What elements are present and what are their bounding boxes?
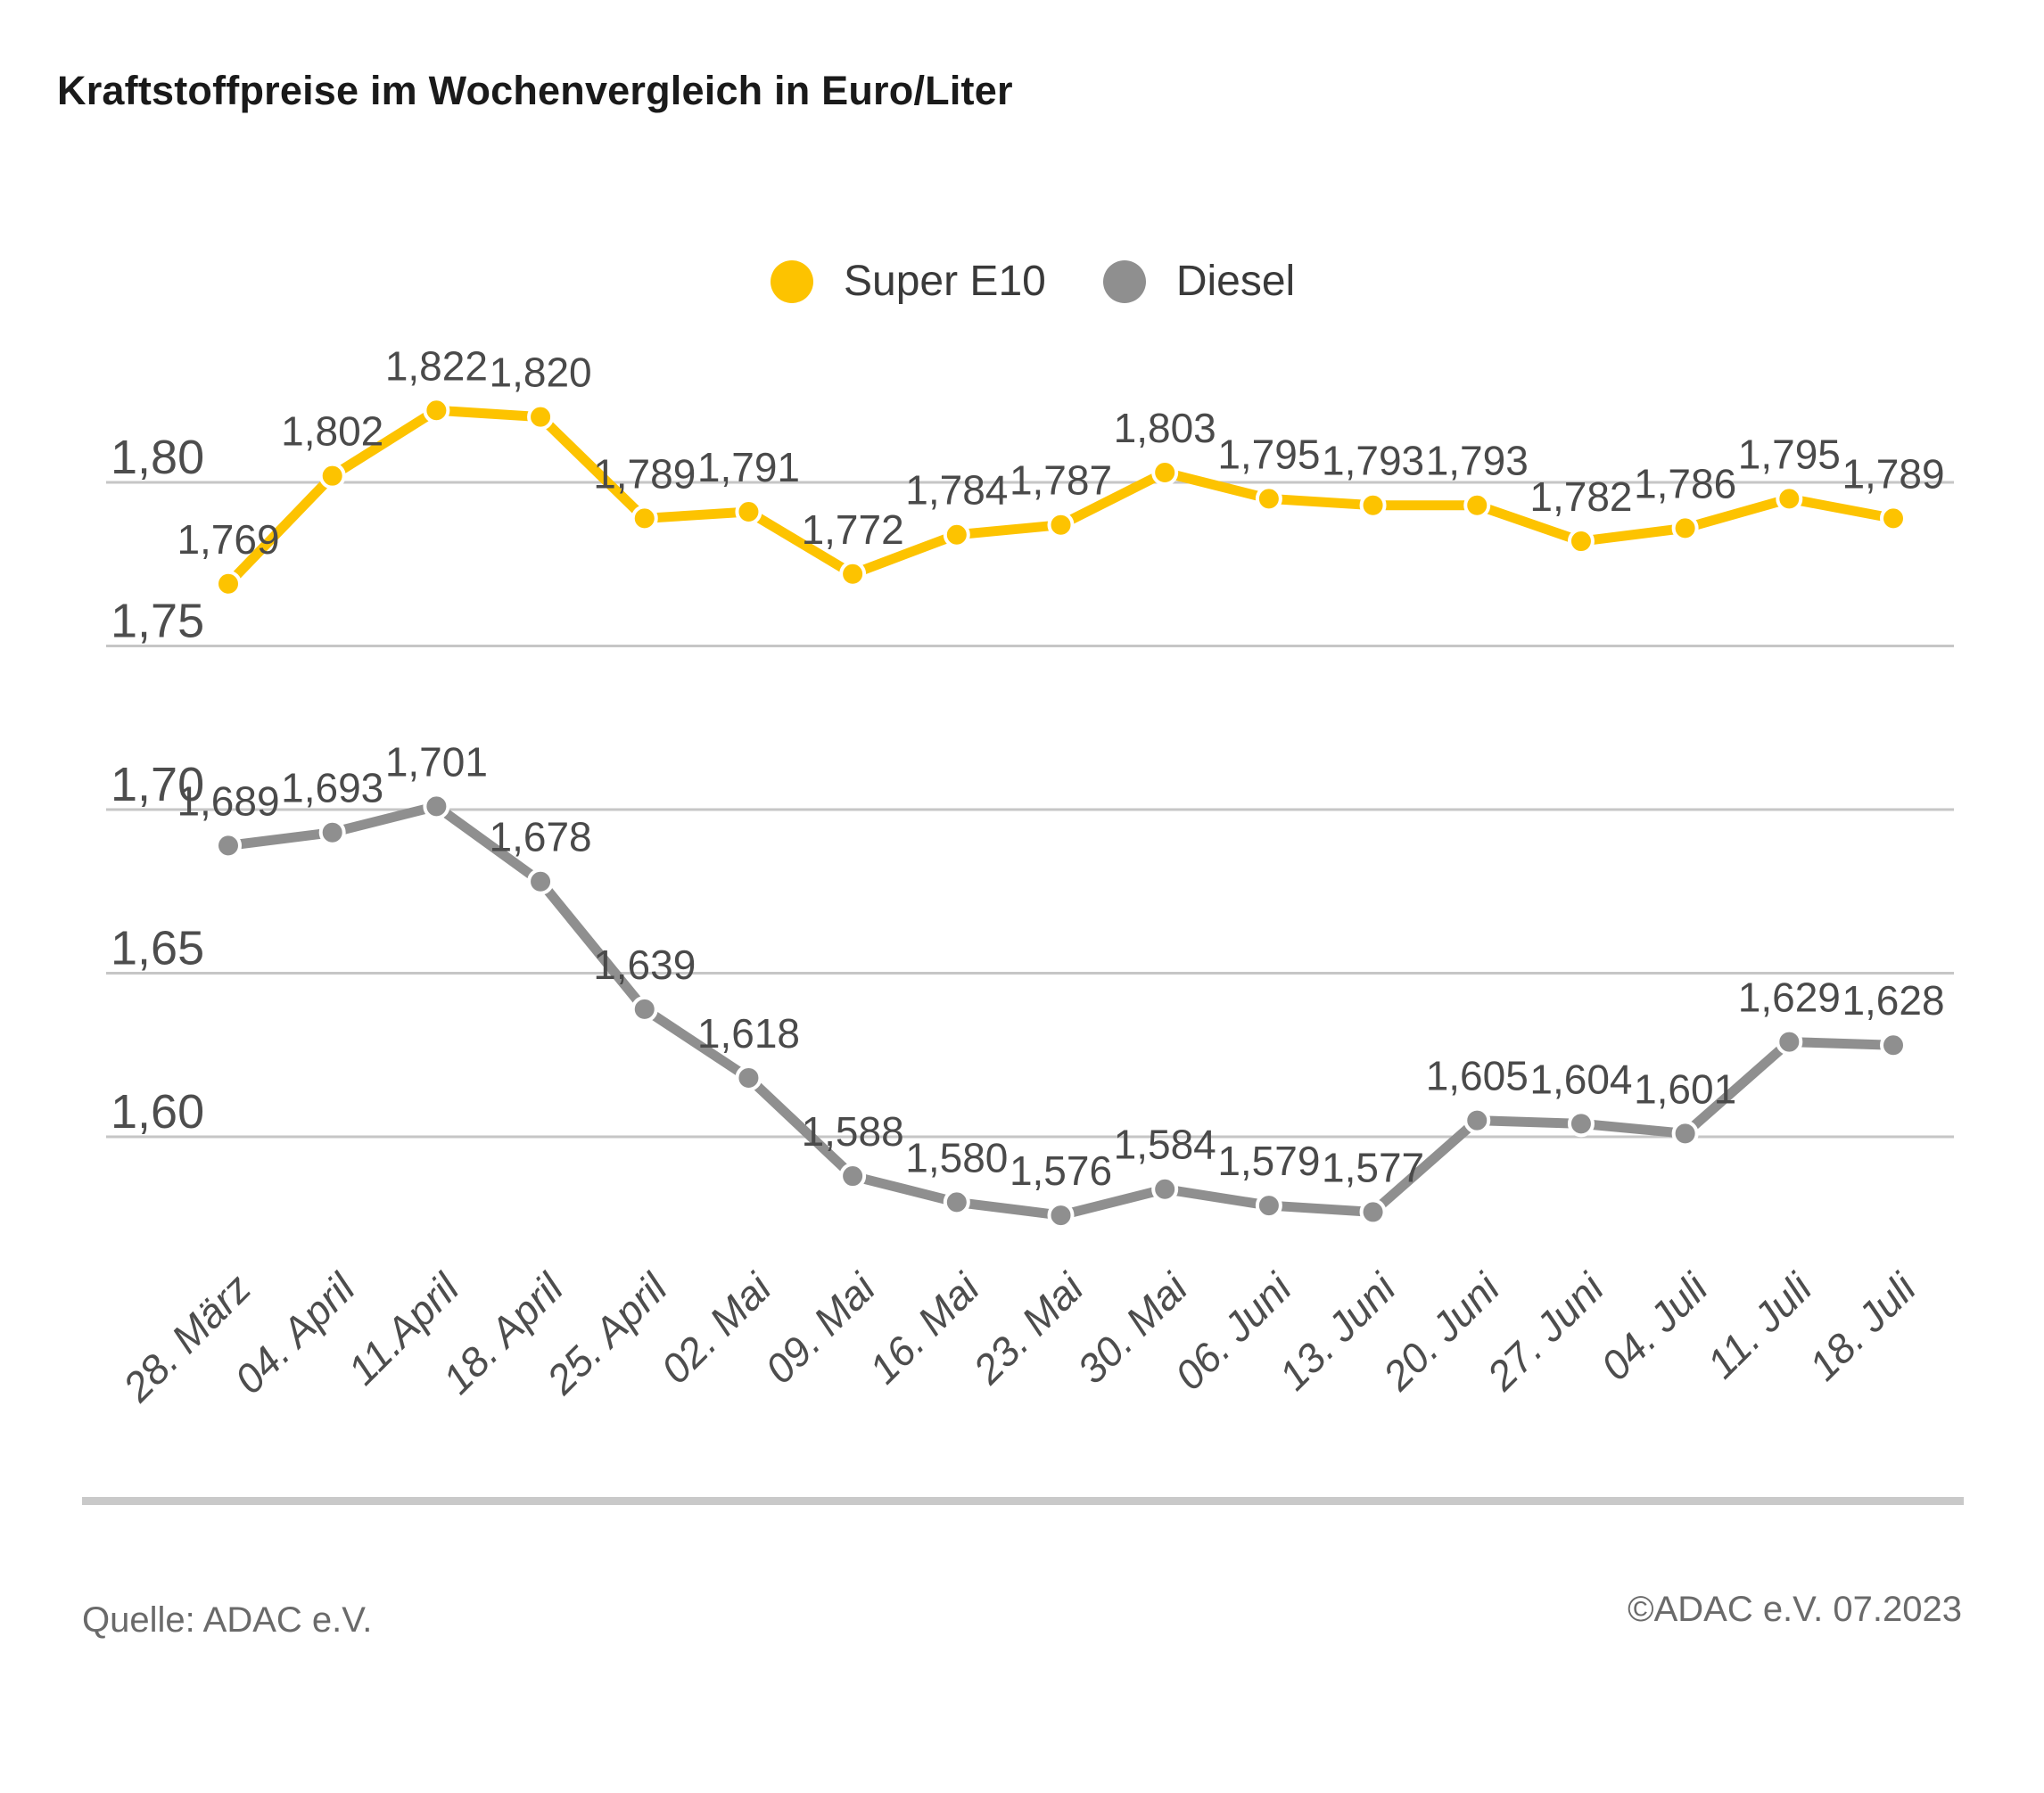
marker-diesel: [943, 1188, 970, 1216]
x-tick-label: 11. Juli: [1698, 1263, 1822, 1387]
marker-diesel: [1567, 1110, 1595, 1138]
marker-super-e10: [839, 560, 867, 588]
value-label-super-e10: 1,820: [490, 350, 592, 396]
x-tick-label: 02. Mai: [652, 1263, 781, 1393]
x-tick-label: 20. Juni: [1373, 1263, 1510, 1400]
marker-super-e10: [1047, 511, 1075, 539]
x-tick-label: 09. Mai: [756, 1263, 886, 1393]
legend-dot-diesel-icon: [1102, 259, 1146, 303]
value-label-diesel: 1,678: [490, 814, 592, 860]
chart-title: Kraftstoffpreise im Wochenvergleich in E…: [57, 68, 1013, 113]
x-tick-label: 27. Juni: [1478, 1263, 1614, 1400]
value-label-diesel: 1,579: [1217, 1138, 1320, 1184]
marker-super-e10: [631, 505, 658, 532]
x-tick-label: 13. Juni: [1270, 1263, 1405, 1399]
marker-super-e10: [1359, 491, 1387, 519]
value-label-diesel: 1,580: [905, 1134, 1008, 1180]
marker-diesel: [527, 868, 555, 895]
marker-diesel: [839, 1163, 867, 1190]
marker-super-e10: [215, 570, 242, 597]
marker-diesel: [1151, 1175, 1179, 1203]
marker-diesel: [215, 832, 242, 859]
value-label-super-e10: 1,769: [177, 516, 279, 563]
value-label-diesel: 1,689: [177, 777, 279, 824]
value-label-diesel: 1,701: [385, 738, 488, 785]
marker-super-e10: [1463, 491, 1491, 519]
y-tick-label: 1,65: [111, 922, 204, 975]
value-label-diesel: 1,693: [281, 765, 383, 811]
legend-label-diesel: Diesel: [1175, 258, 1296, 305]
value-label-super-e10: 1,789: [1842, 450, 1944, 497]
value-label-super-e10: 1,802: [281, 408, 383, 455]
value-label-super-e10: 1,791: [697, 444, 800, 490]
marker-diesel: [1047, 1202, 1075, 1230]
value-label-super-e10: 1,787: [1010, 457, 1112, 504]
marker-super-e10: [943, 521, 970, 548]
value-label-diesel: 1,628: [1842, 977, 1944, 1024]
marker-super-e10: [1671, 514, 1699, 542]
marker-super-e10: [1255, 485, 1282, 513]
value-label-diesel: 1,576: [1010, 1147, 1112, 1194]
legend: Super E10 Diesel: [771, 257, 1295, 306]
marker-diesel: [318, 818, 346, 846]
x-tick-label: 06. Juni: [1166, 1263, 1301, 1399]
value-label-super-e10: 1,793: [1426, 438, 1529, 484]
legend-dot-super-e10-icon: [771, 259, 813, 303]
value-label-super-e10: 1,786: [1634, 460, 1736, 506]
value-label-super-e10: 1,772: [802, 506, 904, 553]
value-label-diesel: 1,584: [1114, 1122, 1216, 1168]
marker-diesel: [423, 793, 450, 820]
marker-diesel: [1255, 1192, 1282, 1220]
marker-diesel: [1463, 1106, 1491, 1134]
value-label-super-e10: 1,795: [1217, 431, 1320, 477]
marker-diesel: [1671, 1120, 1699, 1147]
footer-source: Quelle: ADAC e.V.: [82, 1600, 373, 1640]
y-tick-label: 1,70: [111, 758, 204, 811]
marker-diesel: [1359, 1198, 1387, 1226]
marker-super-e10: [735, 498, 762, 526]
x-tick-label: 18. Juli: [1800, 1263, 1925, 1389]
marker-super-e10: [527, 403, 555, 431]
x-tick-label: 04. Juli: [1592, 1263, 1718, 1389]
value-label-super-e10: 1,784: [905, 467, 1008, 514]
marker-super-e10: [1776, 485, 1803, 513]
marker-diesel: [735, 1064, 762, 1091]
value-label-diesel: 1,618: [697, 1010, 800, 1057]
value-label-diesel: 1,601: [1634, 1065, 1736, 1112]
value-label-super-e10: 1,803: [1114, 405, 1216, 451]
x-tick-label: 23. Mai: [963, 1263, 1092, 1393]
value-label-super-e10: 1,782: [1529, 473, 1632, 520]
value-label-super-e10: 1,822: [385, 342, 488, 389]
marker-super-e10: [318, 462, 346, 489]
value-label-super-e10: 1,793: [1322, 438, 1424, 484]
marker-super-e10: [1151, 458, 1179, 486]
footer-divider: [82, 1497, 1964, 1505]
legend-label-super-e10: Super E10: [844, 258, 1046, 305]
marker-super-e10: [1880, 505, 1907, 532]
value-label-diesel: 1,588: [802, 1108, 904, 1155]
marker-super-e10: [1567, 528, 1595, 555]
y-tick-label: 1,60: [111, 1085, 204, 1139]
value-label-diesel: 1,604: [1529, 1056, 1632, 1102]
y-tick-label: 1,80: [111, 431, 204, 484]
marker-diesel: [1880, 1032, 1907, 1059]
x-tick-label: 28. März: [113, 1264, 260, 1411]
value-label-diesel: 1,639: [593, 942, 696, 988]
footer-copyright: ©ADAC e.V. 07.2023: [1628, 1590, 1962, 1629]
value-label-diesel: 1,629: [1738, 975, 1841, 1021]
value-label-diesel: 1,605: [1426, 1053, 1529, 1099]
value-label-diesel: 1,577: [1322, 1144, 1424, 1190]
value-label-super-e10: 1,795: [1738, 431, 1841, 477]
y-tick-label: 1,75: [111, 595, 204, 648]
marker-diesel: [1776, 1028, 1803, 1056]
value-label-super-e10: 1,789: [593, 450, 696, 497]
marker-super-e10: [423, 397, 450, 424]
x-tick-label: 16. Mai: [860, 1263, 989, 1393]
marker-diesel: [631, 995, 658, 1023]
